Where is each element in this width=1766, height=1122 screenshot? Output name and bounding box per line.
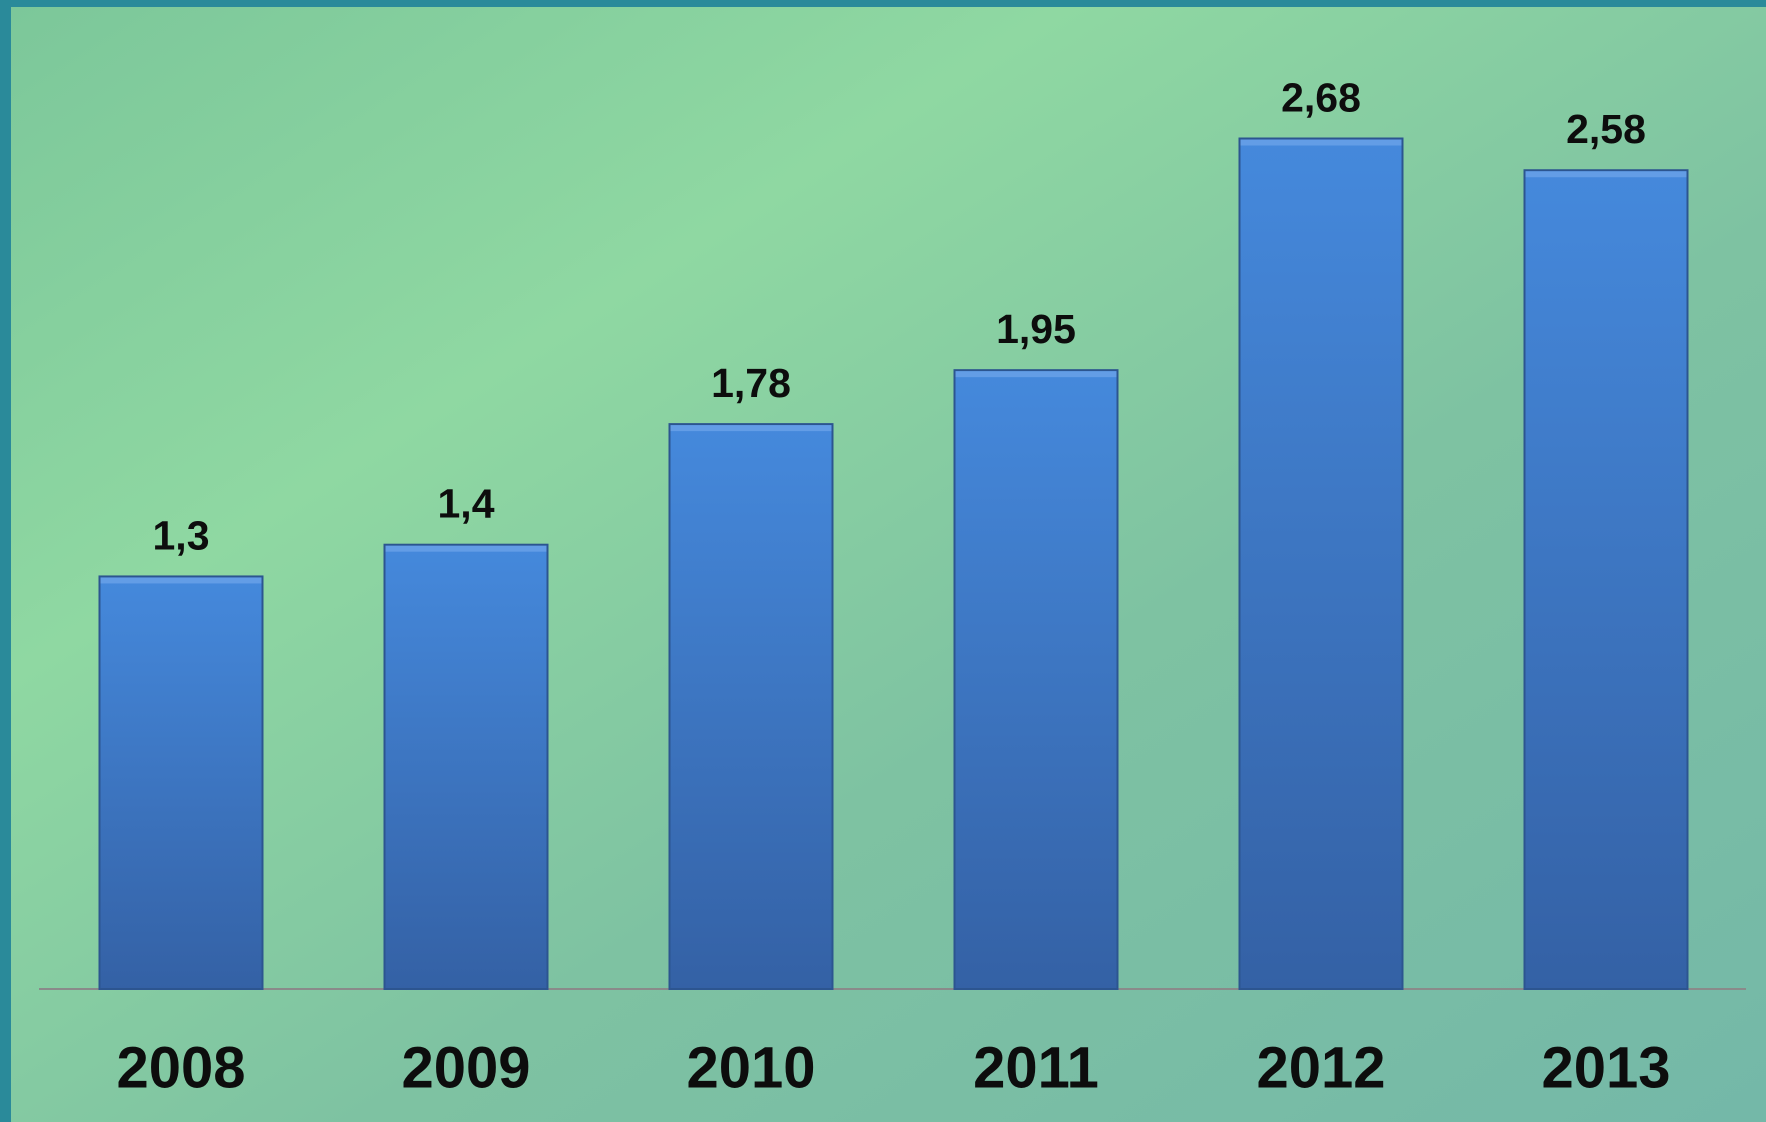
bar-bevel bbox=[385, 545, 547, 552]
bar-bevel bbox=[955, 371, 1117, 378]
bar bbox=[1523, 169, 1689, 991]
value-label: 1,95 bbox=[996, 306, 1076, 352]
bar-bevel bbox=[670, 425, 832, 432]
background bbox=[11, 7, 1766, 1122]
bar bbox=[668, 423, 834, 990]
x-tick-label: 2008 bbox=[116, 1035, 245, 1100]
x-tick-label: 2013 bbox=[1541, 1035, 1670, 1100]
bar bbox=[953, 369, 1119, 991]
x-tick-label: 2009 bbox=[401, 1035, 530, 1100]
bar bbox=[1238, 137, 1404, 990]
x-tick-label: 2011 bbox=[973, 1035, 1099, 1100]
value-label: 1,4 bbox=[438, 481, 495, 527]
x-tick-label: 2012 bbox=[1256, 1035, 1385, 1100]
bar-bevel bbox=[1525, 171, 1687, 178]
x-tick-label: 2010 bbox=[686, 1035, 815, 1100]
bar-bevel bbox=[100, 577, 262, 584]
bar bbox=[98, 575, 264, 990]
value-label: 1,3 bbox=[153, 512, 210, 558]
value-label: 2,68 bbox=[1281, 74, 1361, 120]
value-label: 1,78 bbox=[711, 360, 791, 406]
bar-bevel bbox=[1240, 139, 1402, 146]
value-label: 2,58 bbox=[1566, 106, 1646, 152]
bar bbox=[383, 543, 549, 991]
